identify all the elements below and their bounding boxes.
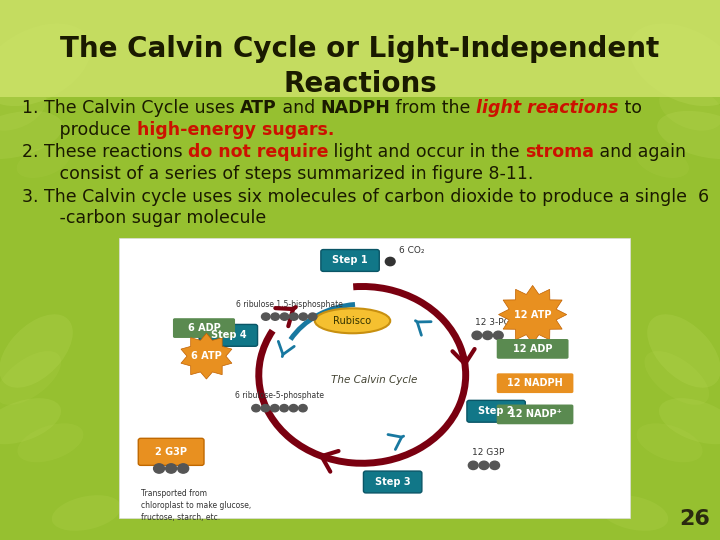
Circle shape <box>261 404 270 412</box>
FancyBboxPatch shape <box>0 97 720 540</box>
Text: NADPH: NADPH <box>320 99 390 117</box>
Ellipse shape <box>657 111 720 159</box>
Text: 1. The Calvin Cycle uses: 1. The Calvin Cycle uses <box>22 99 240 117</box>
Polygon shape <box>181 333 232 379</box>
Text: 3. The Calvin cycle uses six molecules of carbon dioxide to produce a single  6: 3. The Calvin cycle uses six molecules o… <box>22 187 708 206</box>
Circle shape <box>178 464 189 473</box>
Polygon shape <box>498 286 567 343</box>
FancyBboxPatch shape <box>497 339 569 359</box>
FancyBboxPatch shape <box>138 438 204 465</box>
Ellipse shape <box>17 423 84 462</box>
Text: produce: produce <box>43 120 137 139</box>
Circle shape <box>479 461 489 469</box>
Text: The Calvin Cycle or Light-Independent: The Calvin Cycle or Light-Independent <box>60 35 660 63</box>
Text: Step 1: Step 1 <box>332 255 368 266</box>
Text: Rubisco: Rubisco <box>333 316 372 326</box>
Circle shape <box>166 464 176 473</box>
Ellipse shape <box>0 24 91 106</box>
Text: 26: 26 <box>680 509 710 530</box>
Text: from the: from the <box>390 99 476 117</box>
Text: Transported from
chloroplast to make glucose,
fructose, starch, etc.: Transported from chloroplast to make glu… <box>140 489 251 522</box>
FancyBboxPatch shape <box>199 325 258 346</box>
FancyBboxPatch shape <box>321 249 379 272</box>
Ellipse shape <box>0 12 64 74</box>
Ellipse shape <box>17 146 70 178</box>
FancyBboxPatch shape <box>119 238 630 518</box>
Text: Step 2: Step 2 <box>478 406 514 416</box>
Text: 12 ADP: 12 ADP <box>513 344 552 354</box>
FancyBboxPatch shape <box>497 404 573 424</box>
Circle shape <box>271 313 279 320</box>
Text: 6 ATP: 6 ATP <box>191 351 222 361</box>
Text: and again: and again <box>594 143 686 161</box>
Text: 6 ribulose 1,5-bisphosphate: 6 ribulose 1,5-bisphosphate <box>235 300 343 309</box>
Text: Step 4: Step 4 <box>210 330 246 340</box>
Ellipse shape <box>636 423 703 462</box>
Text: 6 ribulose-5-phosphate: 6 ribulose-5-phosphate <box>235 391 324 400</box>
Text: do not require: do not require <box>188 143 328 161</box>
Ellipse shape <box>0 351 61 405</box>
Circle shape <box>385 258 395 266</box>
Text: 6 CO₂: 6 CO₂ <box>399 246 424 254</box>
Ellipse shape <box>636 146 689 178</box>
Ellipse shape <box>647 314 720 388</box>
Text: to: to <box>618 99 642 117</box>
Text: 2. These reactions: 2. These reactions <box>22 143 188 161</box>
FancyBboxPatch shape <box>497 373 573 393</box>
Text: consist of a series of steps summarized in figure 8-11.: consist of a series of steps summarized … <box>43 165 534 183</box>
Circle shape <box>280 313 289 320</box>
Text: 12 ATP: 12 ATP <box>514 309 552 320</box>
Circle shape <box>472 331 482 340</box>
Text: 2 G3P: 2 G3P <box>155 447 187 457</box>
Ellipse shape <box>629 24 720 106</box>
Text: 12 G3P: 12 G3P <box>472 448 504 457</box>
Text: Reactions: Reactions <box>283 70 437 98</box>
Circle shape <box>482 331 492 340</box>
Text: ATP: ATP <box>240 99 276 117</box>
Circle shape <box>308 313 317 320</box>
Circle shape <box>280 404 289 412</box>
Circle shape <box>299 313 307 320</box>
Circle shape <box>153 464 165 473</box>
FancyBboxPatch shape <box>173 318 235 338</box>
Text: The Calvin Cycle: The Calvin Cycle <box>331 375 418 385</box>
Ellipse shape <box>659 398 720 444</box>
FancyBboxPatch shape <box>0 0 720 97</box>
Text: light and occur in the: light and occur in the <box>328 143 526 161</box>
Circle shape <box>289 404 298 412</box>
Ellipse shape <box>0 85 46 131</box>
Circle shape <box>271 404 279 412</box>
Text: high-energy sugars.: high-energy sugars. <box>137 120 334 139</box>
Text: 12 NADPH: 12 NADPH <box>507 378 563 388</box>
Text: 12 NADP⁺: 12 NADP⁺ <box>508 409 562 420</box>
Ellipse shape <box>315 308 390 333</box>
Ellipse shape <box>0 111 63 159</box>
Text: light reactions: light reactions <box>476 99 618 117</box>
Text: stroma: stroma <box>526 143 594 161</box>
Circle shape <box>252 404 261 412</box>
Ellipse shape <box>52 495 121 531</box>
Ellipse shape <box>599 495 668 531</box>
Ellipse shape <box>627 12 698 74</box>
Circle shape <box>469 461 478 469</box>
Circle shape <box>299 404 307 412</box>
Ellipse shape <box>0 398 61 444</box>
Circle shape <box>493 331 503 340</box>
Ellipse shape <box>644 351 709 405</box>
Ellipse shape <box>660 85 720 131</box>
Text: 12 3-PGA: 12 3-PGA <box>475 319 517 327</box>
Text: 6 ADP: 6 ADP <box>188 323 220 333</box>
Circle shape <box>289 313 298 320</box>
Ellipse shape <box>0 314 73 388</box>
Text: and: and <box>276 99 320 117</box>
Circle shape <box>261 313 270 320</box>
Text: Step 3: Step 3 <box>375 477 410 487</box>
Text: -carbon sugar molecule: -carbon sugar molecule <box>43 209 266 227</box>
FancyBboxPatch shape <box>467 400 526 422</box>
Circle shape <box>490 461 500 469</box>
FancyBboxPatch shape <box>364 471 422 493</box>
